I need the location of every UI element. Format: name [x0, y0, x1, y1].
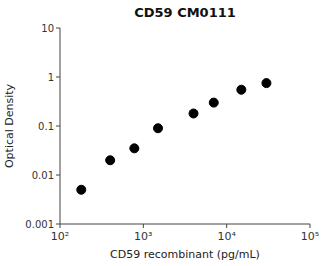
x-tick-label: 10² — [51, 230, 69, 243]
y-tick — [56, 28, 60, 29]
point — [262, 79, 271, 88]
y-tick — [56, 224, 60, 225]
point — [130, 144, 139, 153]
x-tick — [60, 224, 61, 228]
x-axis-label: CD59 recombinant (pg/mL) — [110, 248, 260, 261]
y-tick-label: 1 — [48, 72, 54, 83]
point — [77, 185, 86, 194]
y-tick — [56, 77, 60, 78]
y-tick-label: 10 — [41, 23, 54, 34]
y-tick — [56, 175, 60, 176]
x-tick — [226, 224, 227, 228]
title: CD59 CM0111 — [134, 5, 236, 20]
x-tick-label: 10⁵ — [301, 230, 319, 243]
x-axis-line — [60, 224, 310, 225]
x-tick — [310, 224, 311, 228]
point — [209, 98, 218, 107]
point — [189, 109, 198, 118]
y-tick — [56, 126, 60, 127]
point — [106, 156, 115, 165]
y-tick-label: 0.1 — [38, 121, 54, 132]
y-axis-label: Optical Density — [3, 83, 16, 168]
x-tick-label: 10³ — [134, 230, 152, 243]
x-tick-label: 10⁴ — [217, 230, 236, 243]
point — [237, 85, 246, 94]
x-tick — [143, 224, 144, 228]
chart: 10² 10³ 10⁴ 10⁵ 0.001 0.01 0.1 1 10 CD59 CM0111 CD… — [0, 0, 324, 266]
y-tick-label: 0.001 — [25, 219, 54, 230]
points — [77, 79, 271, 195]
point — [154, 124, 163, 133]
y-tick-label: 0.01 — [32, 170, 54, 181]
